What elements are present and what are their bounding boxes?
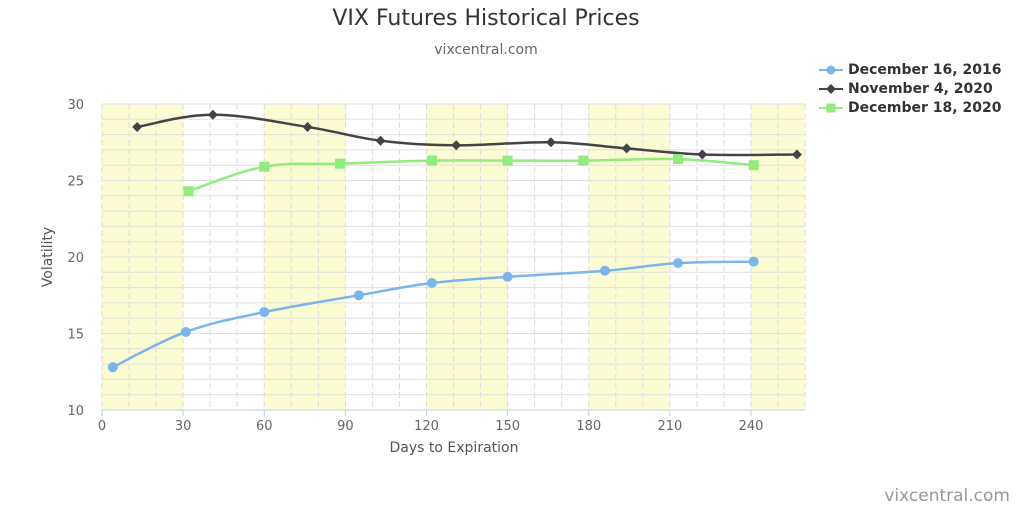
data-point-marker[interactable]	[502, 271, 513, 282]
data-point-marker[interactable]	[207, 109, 218, 120]
legend-label: November 4, 2020	[848, 80, 993, 97]
data-point-marker[interactable]	[672, 258, 683, 269]
x-tick-label: 240	[739, 419, 764, 434]
series-layer	[107, 109, 802, 373]
data-point-marker[interactable]	[621, 143, 632, 154]
legend-label: December 16, 2016	[848, 61, 1002, 78]
data-point-marker[interactable]	[180, 326, 191, 337]
data-point-marker[interactable]	[426, 278, 437, 289]
data-point-marker[interactable]	[545, 137, 556, 148]
series-line	[188, 157, 754, 193]
x-tick-label: 90	[337, 419, 354, 434]
series-1	[132, 109, 802, 160]
data-point-marker[interactable]	[599, 265, 610, 276]
x-tick-label: 30	[175, 419, 192, 434]
series-2	[183, 154, 759, 197]
data-point-marker[interactable]	[748, 160, 759, 171]
x-tick-label: 180	[576, 419, 601, 434]
data-point-marker[interactable]	[353, 290, 364, 301]
legend-label: December 18, 2020	[848, 99, 1002, 116]
data-point-marker[interactable]	[375, 135, 386, 146]
legend: December 16, 2016 November 4, 2020 Decem…	[818, 60, 1001, 117]
data-point-marker[interactable]	[451, 140, 462, 151]
credit-link[interactable]: vixcentral.com	[884, 486, 1010, 506]
data-point-marker[interactable]	[259, 161, 270, 172]
y-tick-label: 20	[67, 251, 84, 266]
x-tick-label: 210	[657, 419, 682, 434]
x-tick-label: 150	[495, 419, 520, 434]
x-tick-label: 60	[256, 419, 273, 434]
data-point-marker[interactable]	[183, 186, 194, 197]
data-point-marker[interactable]	[791, 149, 802, 160]
circle-marker-icon	[819, 65, 843, 74]
data-point-marker[interactable]	[302, 121, 313, 132]
data-point-marker[interactable]	[748, 256, 759, 267]
data-point-marker[interactable]	[697, 149, 708, 160]
legend-item-nov-4-2020[interactable]: November 4, 2020	[818, 79, 1001, 98]
axes: 0 30 60 90 120 150 180 210 240 10 15 20 25 30	[67, 98, 805, 434]
chart-subtitle: vixcentral.com	[434, 42, 538, 58]
data-point-marker[interactable]	[502, 155, 513, 166]
data-point-marker[interactable]	[426, 155, 437, 166]
data-point-marker[interactable]	[259, 307, 270, 318]
x-tick-label: 120	[414, 419, 439, 434]
chart-title: VIX Futures Historical Prices	[332, 6, 640, 31]
data-point-marker[interactable]	[578, 155, 589, 166]
y-tick-label: 25	[67, 175, 84, 190]
y-tick-label: 30	[67, 98, 84, 113]
data-point-marker[interactable]	[132, 121, 143, 132]
x-axis-title: Days to Expiration	[390, 440, 519, 456]
y-tick-label: 10	[67, 404, 84, 419]
data-point-marker[interactable]	[107, 362, 118, 373]
diamond-marker-icon	[819, 83, 843, 94]
y-tick-label: 15	[67, 328, 84, 343]
legend-item-dec-18-2020[interactable]: December 18, 2020	[818, 98, 1001, 117]
series-0	[107, 256, 759, 373]
y-axis-title: Volatility	[40, 227, 56, 287]
grid-lines	[101, 103, 806, 411]
square-marker-icon	[819, 103, 843, 112]
data-point-marker[interactable]	[672, 154, 683, 165]
legend-item-dec-16-2016[interactable]: December 16, 2016	[818, 60, 1001, 79]
x-tick-label: 0	[98, 419, 106, 434]
data-point-marker[interactable]	[334, 158, 345, 169]
